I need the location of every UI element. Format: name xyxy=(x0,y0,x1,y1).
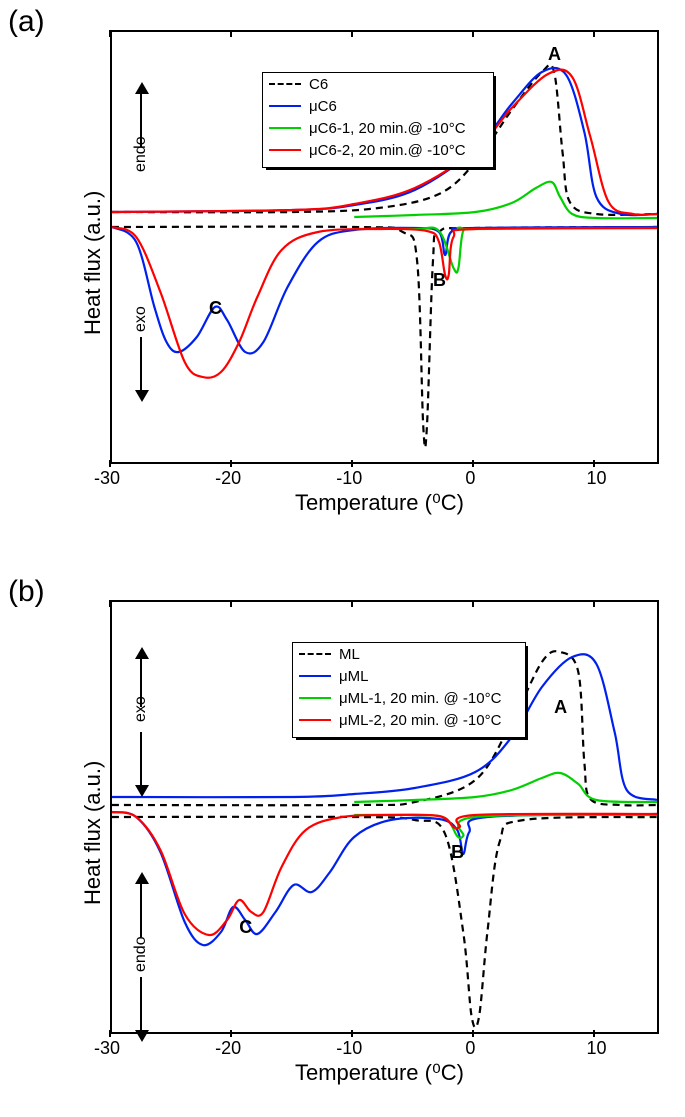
arrow-head-up xyxy=(135,82,149,94)
legend-swatch xyxy=(299,653,331,655)
legend-swatch xyxy=(299,675,331,677)
xtick-top xyxy=(593,600,595,607)
legend-label: μML-1, 20 min. @ -10°C xyxy=(339,690,501,707)
xticklabel: -30 xyxy=(94,1038,120,1059)
panel-a-annotation-b: B xyxy=(433,270,446,291)
xtick xyxy=(593,1030,595,1037)
legend-label: μC6-2, 20 min.@ -10°C xyxy=(309,142,466,159)
xtick-top xyxy=(593,30,595,37)
xtick xyxy=(230,1030,232,1037)
legend-label: C6 xyxy=(309,76,328,93)
series-mC61_upper xyxy=(354,182,657,219)
xtick xyxy=(351,1030,353,1037)
panel-b-plot-area: ML μML μML-1, 20 min. @ -10°C μML-2, 20 min… xyxy=(110,600,659,1034)
arrow-shaft xyxy=(140,882,142,937)
xtick xyxy=(472,460,474,467)
legend-swatch xyxy=(269,105,301,107)
xtick-top xyxy=(351,30,353,37)
arrow-shaft xyxy=(140,732,142,787)
legend-swatch xyxy=(269,149,301,151)
legend-swatch xyxy=(269,83,301,85)
panel-a-xlabel: Temperature (⁰C) xyxy=(295,490,464,516)
xticklabel: 0 xyxy=(465,1038,475,1059)
series-mC6_lower xyxy=(112,227,657,354)
legend-row: μML xyxy=(293,665,525,687)
xtick-top xyxy=(230,30,232,37)
legend-row: C6 xyxy=(263,73,493,95)
arrow-shaft xyxy=(140,977,142,1032)
xticklabel: -20 xyxy=(215,1038,241,1059)
xticklabel: 10 xyxy=(586,1038,606,1059)
xtick xyxy=(109,460,111,467)
arrow-head-down xyxy=(135,785,149,797)
panel-b-label: (b) xyxy=(8,575,45,609)
legend-label: μML-2, 20 min. @ -10°C xyxy=(339,712,501,729)
arrow-shaft xyxy=(140,657,142,707)
xtick-top xyxy=(351,600,353,607)
series-mML1_upper xyxy=(354,773,657,802)
panel-a-annotation-c: C xyxy=(209,298,222,319)
legend-row: μC6-1, 20 min.@ -10°C xyxy=(263,117,493,139)
arrow-head-up xyxy=(135,647,149,659)
series-mC61_lower xyxy=(354,228,657,273)
xtick-top xyxy=(472,30,474,37)
legend-label: μC6 xyxy=(309,98,337,115)
xticklabel: 10 xyxy=(586,468,606,489)
legend-row: μML-1, 20 min. @ -10°C xyxy=(293,687,525,709)
page: (a) C6 μC6 μC6-1, 20 min.@ -10°C μC6-2, 20 … xyxy=(0,0,685,1117)
panel-a-ylabel: Heat flux (a.u.) xyxy=(80,191,106,335)
panel-b-endo-label: endo xyxy=(132,936,150,972)
xtick xyxy=(472,1030,474,1037)
xticklabel: -10 xyxy=(336,1038,362,1059)
panel-b-annotation-b: B xyxy=(451,842,464,863)
xtick xyxy=(109,1030,111,1037)
xtick-top xyxy=(109,600,111,607)
panel-a-exo-label: exo xyxy=(132,306,150,332)
panel-a-legend: C6 μC6 μC6-1, 20 min.@ -10°C μC6-2, 20 min.… xyxy=(262,72,494,168)
xtick xyxy=(230,460,232,467)
panel-b-xlabel: Temperature (⁰C) xyxy=(295,1060,464,1086)
series-mC62_lower xyxy=(112,227,657,378)
arrow-head-down xyxy=(135,1030,149,1042)
xtick-top xyxy=(472,600,474,607)
series-C6_lower xyxy=(112,227,657,448)
xticklabel: -10 xyxy=(336,468,362,489)
arrow-head-down xyxy=(135,390,149,402)
panel-a-label: (a) xyxy=(8,5,45,39)
series-mML2_lower xyxy=(112,812,657,935)
panel-b-legend: ML μML μML-1, 20 min. @ -10°C μML-2, 20 min… xyxy=(292,642,526,738)
legend-swatch xyxy=(269,127,301,129)
xtick-top xyxy=(230,600,232,607)
legend-swatch xyxy=(299,697,331,699)
xticklabel: -20 xyxy=(215,468,241,489)
panel-b-annotation-c: C xyxy=(239,917,252,938)
panel-a-annotation-a: A xyxy=(548,44,561,65)
legend-row: μC6-2, 20 min.@ -10°C xyxy=(263,139,493,161)
arrow-shaft xyxy=(140,337,142,392)
panel-b-ylabel: Heat flux (a.u.) xyxy=(80,761,106,905)
xtick-top xyxy=(109,30,111,37)
panel-b-annotation-a: A xyxy=(554,697,567,718)
legend-row: ML xyxy=(293,643,525,665)
legend-swatch xyxy=(299,719,331,721)
arrow-head-up xyxy=(135,872,149,884)
panel-a-plot-area: C6 μC6 μC6-1, 20 min.@ -10°C μC6-2, 20 min.… xyxy=(110,30,659,464)
series-ML_lower xyxy=(112,817,657,1028)
legend-row: μC6 xyxy=(263,95,493,117)
xticklabel: 0 xyxy=(465,468,475,489)
legend-label: ML xyxy=(339,646,360,663)
xtick xyxy=(351,460,353,467)
xtick xyxy=(593,460,595,467)
arrow-shaft xyxy=(140,92,142,147)
legend-label: μC6-1, 20 min.@ -10°C xyxy=(309,120,466,137)
legend-label: μML xyxy=(339,668,368,685)
legend-row: μML-2, 20 min. @ -10°C xyxy=(293,709,525,731)
xticklabel: -30 xyxy=(94,468,120,489)
